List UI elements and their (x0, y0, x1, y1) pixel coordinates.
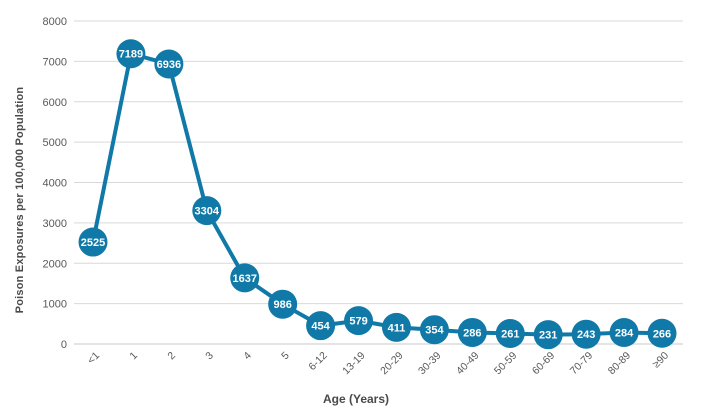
x-axis-tick-label: 40-49 (454, 350, 482, 378)
x-axis-tick-label: 13-19 (340, 350, 368, 378)
y-axis-tick-label: 7000 (43, 56, 67, 68)
y-axis-tick-label: 0 (61, 339, 67, 351)
y-axis-tick-label: 8000 (43, 16, 67, 28)
data-point-marker (647, 318, 677, 348)
y-axis-tick-label: 2000 (43, 258, 67, 270)
x-axis-title: Age (Years) (322, 392, 390, 406)
data-point-value-label: 266 (653, 328, 671, 340)
x-axis-tick-label: 5 (279, 350, 292, 363)
x-axis-tick-label: 20-29 (378, 350, 406, 378)
data-point-value-label: 6936 (157, 59, 181, 71)
y-axis-tick-label: 6000 (43, 97, 67, 109)
y-axis-title: Poison Exposures per 100,000 Population (14, 86, 26, 314)
data-point-marker (533, 320, 563, 350)
data-point-marker (457, 317, 487, 347)
x-axis-tick-label: 3 (203, 350, 216, 363)
data-point-value-label: 284 (615, 328, 634, 340)
x-axis-tick-label: 60-69 (530, 350, 558, 378)
data-point-marker (230, 263, 260, 293)
data-point-value-label: 411 (388, 322, 406, 334)
data-point-marker (609, 318, 639, 348)
data-point-marker (268, 289, 298, 319)
data-point-value-label: 231 (539, 330, 557, 342)
data-point-value-label: 243 (577, 329, 595, 341)
x-axis-tick-label: <1 (85, 350, 102, 367)
data-point-value-label: 579 (349, 316, 367, 328)
data-point-marker (116, 39, 146, 69)
data-point-marker (495, 318, 525, 348)
data-point-value-label: 3304 (195, 206, 220, 218)
data-point-marker (192, 196, 222, 226)
data-point-value-label: 986 (273, 299, 291, 311)
data-point-marker (306, 311, 336, 341)
data-point-value-label: 2525 (81, 237, 105, 249)
x-axis-tick-label: 30-39 (416, 350, 444, 378)
x-axis-tick-label: 50-59 (492, 350, 520, 378)
y-axis-tick-label: 1000 (43, 299, 67, 311)
y-axis-tick-label: 4000 (43, 178, 67, 190)
data-point-value-label: 1637 (232, 273, 256, 285)
data-point-marker (381, 312, 411, 342)
data-point-value-label: 354 (425, 325, 444, 337)
y-axis-tick-label: 3000 (43, 218, 67, 230)
data-point-value-label: 286 (463, 327, 481, 339)
x-axis-tick-label: 2 (165, 350, 178, 363)
data-point-marker (344, 306, 374, 336)
x-axis-tick-label: 6-12 (306, 350, 329, 373)
data-point-value-label: 261 (501, 328, 519, 340)
data-point-value-label: 454 (311, 321, 330, 333)
data-point-value-label: 7189 (119, 49, 143, 61)
data-point-marker (154, 49, 184, 79)
data-point-marker (571, 319, 601, 349)
data-point-marker (78, 227, 108, 257)
x-axis-tick-label: 80-89 (606, 350, 634, 378)
data-point-marker (419, 315, 449, 345)
x-axis-tick-label: 70-79 (568, 350, 596, 378)
y-axis-tick-label: 5000 (43, 137, 67, 149)
x-axis-tick-label: 4 (241, 350, 254, 363)
x-axis-tick-label: 1 (127, 350, 140, 363)
x-axis-tick-label: ≥90 (650, 350, 671, 371)
series-line (91, 51, 664, 337)
